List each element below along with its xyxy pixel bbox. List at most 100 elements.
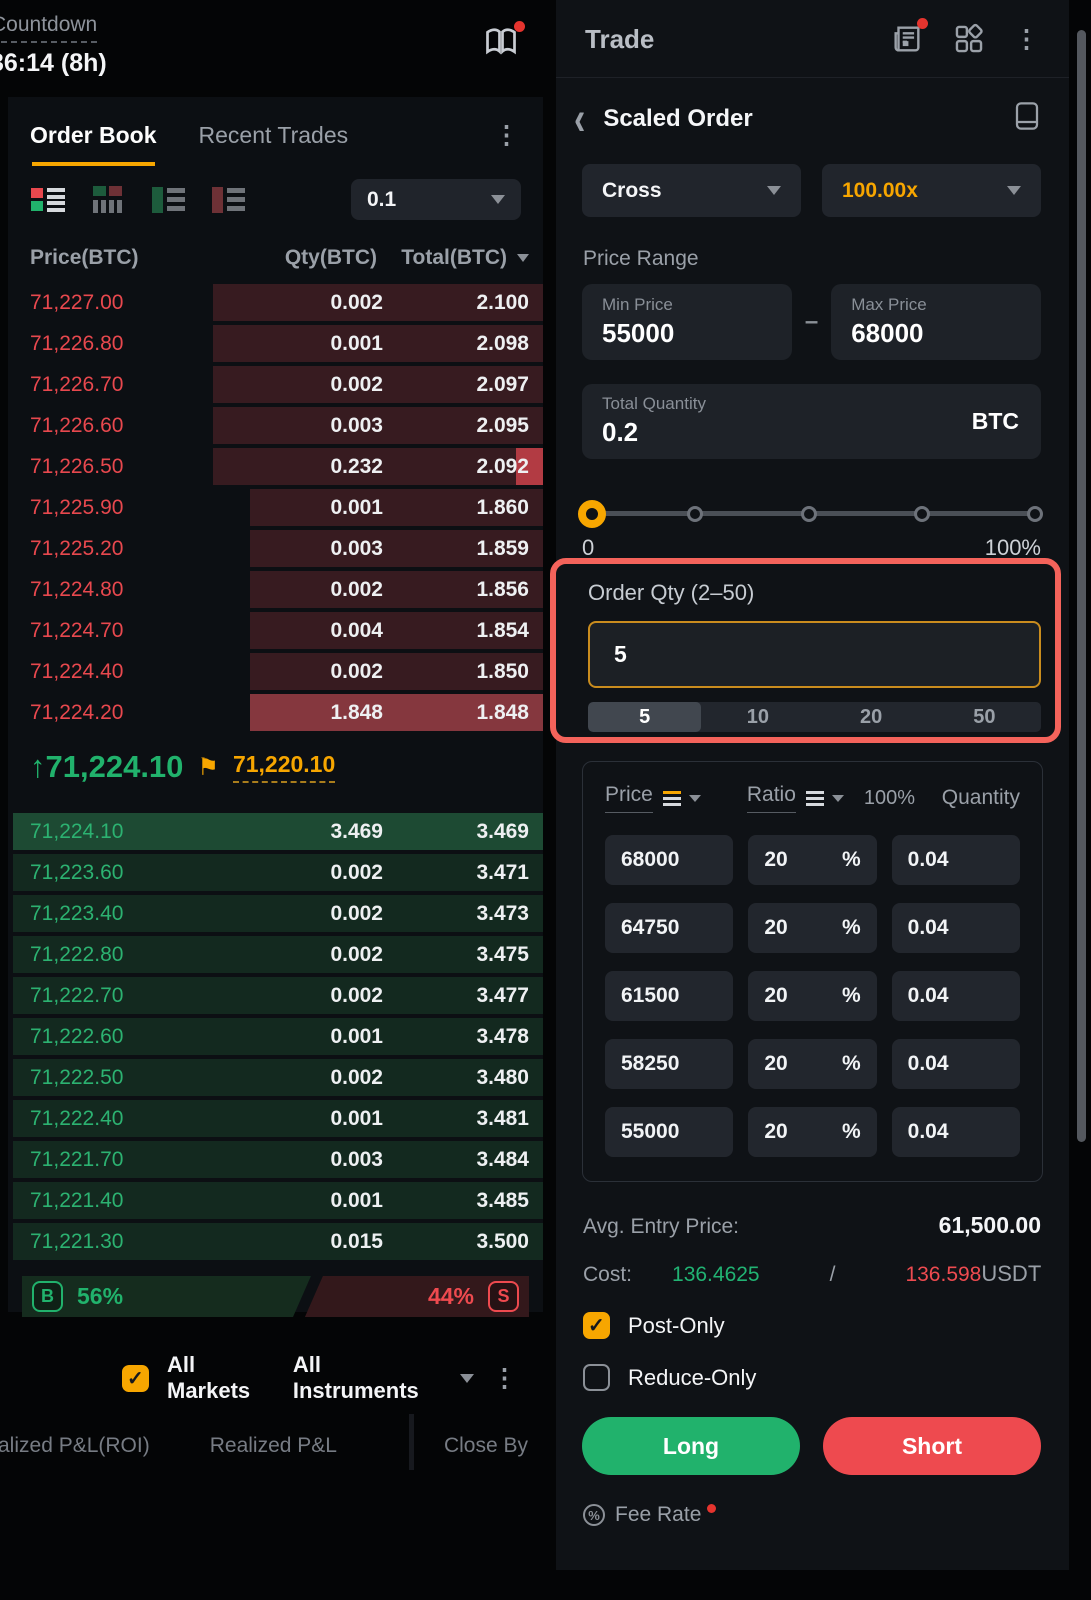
scale-qty-input[interactable]: 0.04 bbox=[891, 1107, 1020, 1157]
scale-ratio-input[interactable]: 20% bbox=[748, 903, 877, 953]
ask-row[interactable]: 71,226.80 0.001 2.098 bbox=[8, 325, 543, 362]
slider-step-25[interactable] bbox=[687, 506, 704, 522]
order-qty-preset-20[interactable]: 20 bbox=[860, 705, 883, 728]
tab-close-by[interactable]: Close By bbox=[443, 1434, 528, 1457]
reduce-only-checkbox[interactable] bbox=[583, 1364, 610, 1391]
bid-row[interactable]: 71,222.70 0.002 3.477 bbox=[8, 977, 543, 1014]
ratio-header[interactable]: Ratio bbox=[746, 783, 796, 813]
slider-step-50[interactable] bbox=[800, 506, 817, 522]
ask-row[interactable]: 71,224.20 1.848 1.848 bbox=[8, 694, 543, 731]
price-distribution-icon[interactable] bbox=[662, 790, 681, 806]
ask-row[interactable]: 71,224.80 0.002 1.856 bbox=[8, 571, 543, 608]
tab-realized-pnl[interactable]: Realized P&L bbox=[209, 1434, 337, 1457]
trade-menu-icon[interactable]: ⋮ bbox=[1014, 24, 1039, 53]
tab-unrealized-pnl[interactable]: alized P&L(ROI) bbox=[0, 1434, 150, 1457]
scale-qty-input[interactable]: 0.04 bbox=[891, 971, 1020, 1021]
scrollbar[interactable] bbox=[1077, 30, 1086, 1142]
bid-row[interactable]: 71,221.30 0.015 3.500 bbox=[8, 1223, 543, 1260]
scale-qty-input[interactable]: 0.04 bbox=[891, 1039, 1020, 1089]
ask-row[interactable]: 71,226.50 0.232 2.092 bbox=[8, 448, 543, 485]
ask-qty: 0.001 bbox=[330, 331, 383, 355]
order-qty-preset-50[interactable]: 50 bbox=[973, 705, 996, 728]
bid-row[interactable]: 71,222.50 0.002 3.480 bbox=[8, 1059, 543, 1096]
all-markets-checkbox[interactable] bbox=[122, 1364, 149, 1392]
ask-row[interactable]: 71,225.90 0.001 1.860 bbox=[8, 489, 543, 526]
ask-qty: 1.848 bbox=[330, 700, 383, 724]
quantity-slider[interactable] bbox=[578, 499, 1043, 528]
order-qty-preset-5[interactable]: 5 bbox=[588, 702, 702, 732]
scale-order-row: 64750 20% 0.04 bbox=[605, 903, 1020, 953]
total-quantity-label: Total Quantity bbox=[602, 394, 706, 413]
bid-row[interactable]: 71,224.10 3.469 3.469 bbox=[8, 813, 543, 850]
scale-ratio-input[interactable]: 20% bbox=[748, 1107, 877, 1157]
short-button[interactable]: Short bbox=[823, 1417, 1041, 1475]
depth-bar bbox=[249, 530, 543, 567]
layout-bids-only-icon[interactable] bbox=[150, 184, 187, 216]
scale-price-input[interactable]: 64750 bbox=[605, 903, 734, 953]
bid-qty: 0.002 bbox=[330, 983, 383, 1007]
order-qty-input[interactable]: 5 bbox=[588, 621, 1041, 688]
positions-filter-row: All Markets All Instruments ⋮ bbox=[0, 1352, 543, 1404]
max-price-value: 68000 bbox=[851, 318, 924, 348]
bid-row[interactable]: 71,222.60 0.001 3.478 bbox=[8, 1018, 543, 1055]
long-button[interactable]: Long bbox=[582, 1417, 800, 1475]
margin-mode-select[interactable]: Cross bbox=[582, 164, 801, 217]
chevron-down-icon[interactable] bbox=[517, 254, 529, 262]
layout-asks-only-icon[interactable] bbox=[210, 184, 247, 216]
scale-price-input[interactable]: 55000 bbox=[605, 1107, 734, 1157]
scale-price-input[interactable]: 68000 bbox=[605, 835, 734, 885]
bid-row[interactable]: 71,222.80 0.002 3.475 bbox=[8, 936, 543, 973]
ask-row[interactable]: 71,225.20 0.003 1.859 bbox=[8, 530, 543, 567]
scale-qty-input[interactable]: 0.04 bbox=[891, 835, 1020, 885]
ask-row[interactable]: 71,224.70 0.004 1.854 bbox=[8, 612, 543, 649]
bid-row[interactable]: 71,221.40 0.001 3.485 bbox=[8, 1182, 543, 1219]
post-only-checkbox[interactable] bbox=[583, 1312, 610, 1339]
layout-both-sides-icon[interactable] bbox=[30, 184, 67, 216]
mark-price[interactable]: 71,220.10 bbox=[232, 751, 336, 783]
widgets-button[interactable] bbox=[952, 22, 986, 56]
tick-size-select[interactable]: 0.1 bbox=[351, 179, 521, 220]
ask-price: 71,226.60 bbox=[30, 413, 124, 437]
bid-price: 71,223.40 bbox=[30, 901, 124, 925]
order-guide-button[interactable] bbox=[1011, 99, 1043, 138]
min-price-field[interactable]: Min Price 55000 bbox=[582, 284, 792, 360]
ask-row[interactable]: 71,226.70 0.002 2.097 bbox=[8, 366, 543, 403]
ratio-distribution-icon[interactable] bbox=[805, 790, 824, 806]
slider-handle[interactable] bbox=[578, 500, 606, 528]
scale-ratio-input[interactable]: 20% bbox=[748, 971, 877, 1021]
slider-min-label: 0 bbox=[582, 535, 595, 560]
ask-row[interactable]: 71,227.00 0.002 2.100 bbox=[8, 284, 543, 321]
slider-step-75[interactable] bbox=[913, 506, 930, 522]
last-price[interactable]: ↑71,224.10 bbox=[30, 749, 184, 784]
scale-ratio-input[interactable]: 20% bbox=[748, 835, 877, 885]
scale-price-input[interactable]: 58250 bbox=[605, 1039, 734, 1089]
order-qty-preset-10[interactable]: 10 bbox=[746, 705, 769, 728]
ask-row[interactable]: 71,226.60 0.003 2.095 bbox=[8, 407, 543, 444]
ask-row[interactable]: 71,224.40 0.002 1.850 bbox=[8, 653, 543, 690]
tab-order-book[interactable]: Order Book bbox=[30, 122, 157, 166]
max-price-field[interactable]: Max Price 68000 bbox=[831, 284, 1042, 360]
bid-row[interactable]: 71,223.60 0.002 3.471 bbox=[8, 854, 543, 891]
scale-ratio-input[interactable]: 20% bbox=[748, 1039, 877, 1089]
col-price: Price(BTC) bbox=[30, 246, 139, 269]
orderbook-guide-button[interactable] bbox=[483, 21, 525, 64]
tab-recent-trades[interactable]: Recent Trades bbox=[198, 122, 349, 148]
scale-qty-input[interactable]: 0.04 bbox=[891, 903, 1020, 953]
bids: 71,224.10 3.469 3.469 71,223.60 0.002 3.471 71… bbox=[8, 813, 543, 1260]
price-header[interactable]: Price bbox=[605, 783, 653, 813]
layout-depth-icon[interactable] bbox=[90, 184, 127, 216]
bid-row[interactable]: 71,223.40 0.002 3.473 bbox=[8, 895, 543, 932]
positions-menu-icon[interactable]: ⋮ bbox=[492, 1363, 517, 1392]
orderbook-menu-icon[interactable]: ⋮ bbox=[494, 121, 519, 149]
bid-row[interactable]: 71,222.40 0.001 3.481 bbox=[8, 1100, 543, 1137]
leverage-select[interactable]: 100.00x bbox=[822, 164, 1041, 217]
news-button[interactable] bbox=[890, 18, 928, 56]
all-instruments-select[interactable]: All Instruments bbox=[292, 1352, 419, 1403]
bid-row[interactable]: 71,221.70 0.003 3.484 bbox=[8, 1141, 543, 1178]
slider-step-100[interactable] bbox=[1027, 506, 1043, 522]
fee-rate-label[interactable]: Fee Rate bbox=[615, 1503, 702, 1526]
scale-price-input[interactable]: 61500 bbox=[605, 971, 734, 1021]
total-quantity-field[interactable]: Total Quantity 0.2 BTC bbox=[582, 384, 1041, 459]
back-button[interactable]: ‹ bbox=[574, 91, 586, 146]
chevron-down-icon bbox=[460, 1373, 474, 1383]
